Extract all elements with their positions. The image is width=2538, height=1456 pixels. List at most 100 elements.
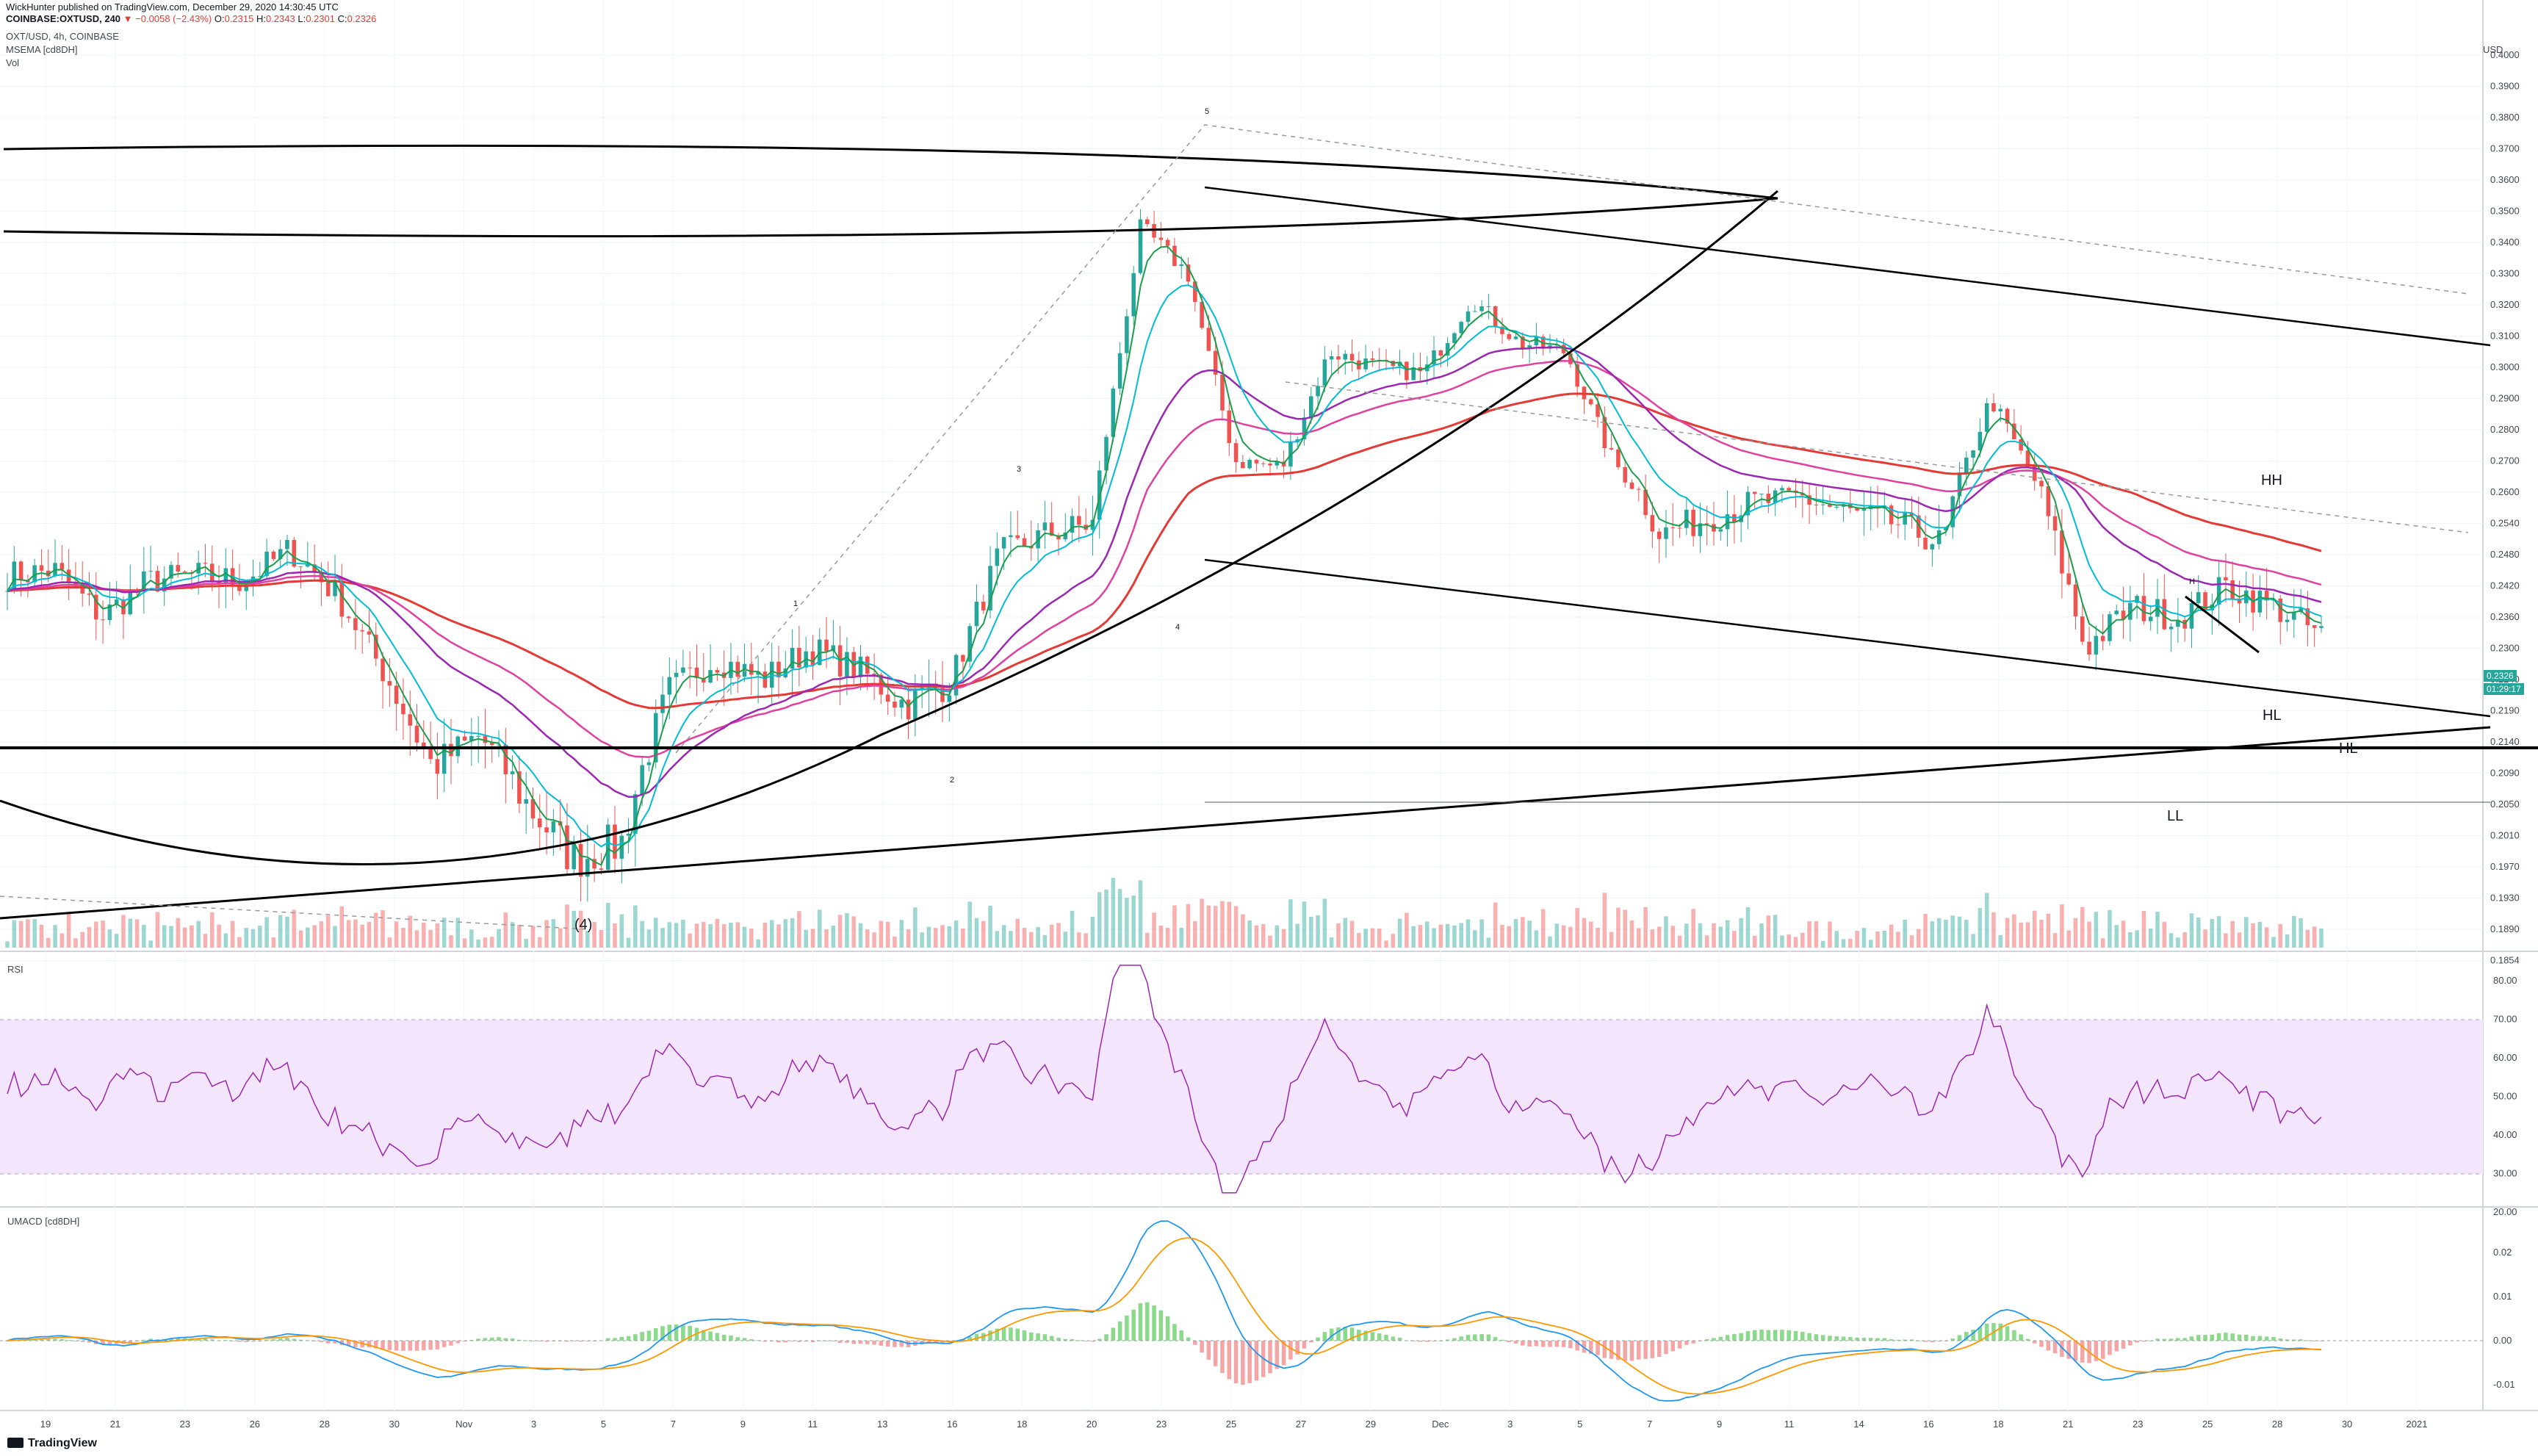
volume-bar <box>1384 940 1388 948</box>
candle-body <box>510 771 515 774</box>
candle-body <box>469 735 474 741</box>
volume-bar <box>278 915 283 948</box>
volume-bar <box>2230 920 2235 948</box>
candle-body <box>1302 417 1307 439</box>
macd-histogram-bar <box>674 1324 679 1341</box>
macd-histogram-bar <box>749 1339 754 1341</box>
volume-bar <box>1637 928 1641 948</box>
macd-histogram-bar <box>142 1339 146 1341</box>
candle-body <box>155 571 160 592</box>
volume-bar <box>845 912 849 948</box>
candle-body <box>87 594 92 595</box>
candle-body <box>401 704 405 715</box>
volume-bar <box>1540 909 1546 948</box>
macd-histogram-bar <box>53 1338 57 1341</box>
volume-bar <box>1001 925 1006 948</box>
macd-histogram-bar <box>1664 1341 1668 1355</box>
candle-body <box>913 688 917 720</box>
macd-histogram-bar <box>1712 1338 1716 1341</box>
macd-histogram-bar <box>449 1341 453 1346</box>
macd-histogram-bar <box>2251 1336 2255 1341</box>
tradingview-logo[interactable]: TradingView <box>7 1437 97 1450</box>
rsi-title[interactable]: RSI <box>7 964 24 975</box>
macd-histogram-bar <box>1752 1330 1757 1341</box>
volume-bar <box>346 920 351 948</box>
macd-histogram-bar <box>1582 1341 1587 1353</box>
volume-bar <box>2032 910 2037 948</box>
candle-body <box>2128 602 2133 620</box>
volume-bar <box>2012 914 2016 948</box>
candle-body <box>1411 367 1416 381</box>
candle-body <box>708 670 713 683</box>
volume-bar <box>1745 907 1751 948</box>
macd-histogram-bar <box>995 1328 1000 1341</box>
volume-legend[interactable]: Vol <box>6 57 20 68</box>
macd-histogram-bar <box>1513 1341 1518 1344</box>
volume-bar <box>1473 930 1477 948</box>
macd-histogram-bar <box>1391 1336 1396 1341</box>
macd-histogram-bar <box>1158 1310 1164 1341</box>
candle-body <box>1009 535 1013 538</box>
candle-body <box>60 563 65 570</box>
volume-bar <box>1308 917 1313 948</box>
macd-histogram-bar <box>2189 1336 2194 1341</box>
volume-bar <box>940 925 945 948</box>
msema-legend[interactable]: MSEMA [cd8DH] <box>6 44 78 55</box>
macd-histogram-bar <box>1370 1332 1375 1341</box>
macd-histogram-bar <box>2230 1333 2235 1341</box>
macd-histogram-bar <box>837 1341 843 1344</box>
macd-histogram-bar <box>1042 1334 1048 1341</box>
candle-body <box>1841 504 1846 507</box>
volume-bar <box>524 939 528 948</box>
candle-body <box>441 743 447 774</box>
volume-bar <box>851 916 856 948</box>
volume-bar <box>1357 933 1361 948</box>
candle-body <box>605 824 610 871</box>
macd-histogram-bar <box>1984 1323 1989 1341</box>
volume-bar <box>565 904 569 948</box>
candle-body <box>763 671 768 688</box>
volume-bar <box>1104 889 1108 948</box>
volume-bar <box>12 920 17 948</box>
volume-bar <box>353 919 358 948</box>
candle-body <box>2224 577 2228 581</box>
symbol-label: COINBASE:OXTUSD, 240 <box>6 13 121 24</box>
rsi-tick-label: 40.00 <box>2493 1129 2517 1140</box>
volume-bar <box>2114 925 2119 948</box>
volume-bar <box>264 917 269 948</box>
candle-body <box>667 677 672 695</box>
candle-body <box>1834 506 1839 508</box>
candle-body <box>1349 353 1355 361</box>
volume-bar <box>681 920 685 948</box>
volume-bar <box>73 938 78 948</box>
parabolic-curve <box>0 190 1778 865</box>
volume-bar <box>530 926 536 948</box>
rsi-tick-label: 20.00 <box>2493 1206 2517 1217</box>
macd-histogram-bar <box>298 1339 303 1341</box>
volume-bar <box>1820 940 1825 948</box>
volume-bar <box>1759 923 1764 948</box>
volume-bar <box>497 929 501 948</box>
candle-body <box>107 604 112 621</box>
time-tick-label: Dec <box>1432 1419 1449 1430</box>
macd-histogram-bar <box>387 1341 392 1350</box>
candle-body <box>237 584 242 591</box>
macd-histogram-bar <box>646 1330 652 1341</box>
volume-bar <box>1452 925 1457 948</box>
time-tick-label: 16 <box>1923 1419 1933 1430</box>
candle-body <box>1575 364 1579 387</box>
time-tick-label: 18 <box>1017 1419 1027 1430</box>
macd-histogram-bar <box>333 1341 337 1344</box>
macd-histogram-bar <box>1322 1332 1327 1341</box>
price-tick-label: 0.1854 <box>2490 955 2520 966</box>
volume-bar <box>1097 892 1102 948</box>
candle-body <box>462 736 467 741</box>
macd-histogram-bar <box>1165 1316 1170 1341</box>
volume-bar <box>1302 901 1307 948</box>
macd-histogram-bar <box>729 1336 733 1341</box>
candle-body <box>1677 527 1682 529</box>
volume-bar <box>694 923 699 948</box>
macd-title[interactable]: UMACD [cd8DH] <box>7 1216 80 1227</box>
rsi-tick-label: 30.00 <box>2493 1168 2517 1179</box>
